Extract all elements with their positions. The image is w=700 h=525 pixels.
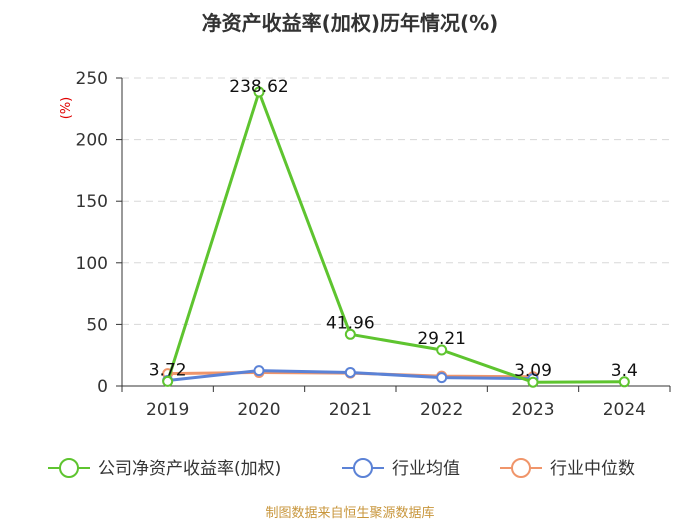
series-point-1 — [344, 366, 356, 378]
data-label: 3.4 — [611, 361, 638, 381]
series-layer — [162, 86, 630, 388]
x-tick-label: 2024 — [603, 400, 646, 420]
legend: 公司净资产收益率(加权) 行业均值 行业中位数 — [48, 458, 635, 479]
y-tick-label: 100 — [76, 254, 108, 274]
series-point-1 — [253, 365, 265, 377]
series-point-0 — [253, 86, 265, 98]
x-tick-label: 2023 — [511, 400, 554, 420]
legend-label-0: 公司净资产收益率(加权) — [98, 459, 281, 479]
data-label: 238.62 — [229, 77, 288, 97]
y-tick-label: 50 — [86, 315, 108, 335]
series-line-0 — [166, 90, 625, 384]
y-tick-label: 250 — [76, 69, 108, 89]
legend-marker-2 — [511, 458, 531, 478]
x-tick-label: 2020 — [237, 400, 280, 420]
grid-lines — [122, 77, 670, 325]
axes: 0 50 100 150 200 250 2019 2020 2021 2022 2023 2024 — [76, 69, 671, 420]
legend-label-1: 行业均值 — [392, 459, 460, 479]
series-point-0 — [344, 328, 356, 340]
data-label: 29.21 — [417, 329, 466, 349]
series-point-0 — [162, 375, 174, 387]
y-axis-unit: (%) — [59, 97, 74, 120]
series-point-0 — [618, 376, 630, 388]
chart-title: 净资产收益率(加权)历年情况(%) — [202, 11, 499, 35]
legend-marker-0 — [59, 458, 79, 478]
x-tick-label: 2019 — [146, 400, 189, 420]
source-note: 制图数据来自恒生聚源数据库 — [265, 505, 434, 521]
data-label: 3.72 — [149, 360, 187, 380]
series-point-0 — [527, 376, 539, 388]
data-labels: 3.72 238.62 41.96 29.21 3.09 3.4 — [149, 77, 638, 381]
series-point-0 — [436, 344, 448, 356]
x-tick-label: 2021 — [329, 400, 372, 420]
y-tick-label: 200 — [76, 131, 108, 151]
data-label: 41.96 — [326, 313, 375, 333]
legend-marker-1 — [353, 458, 373, 478]
series-point-1 — [436, 372, 448, 384]
x-tick-label: 2022 — [420, 400, 463, 420]
y-tick-label: 0 — [97, 377, 108, 397]
legend-label-2: 行业中位数 — [550, 459, 635, 479]
data-label: 3.09 — [514, 361, 552, 381]
y-tick-label: 150 — [76, 192, 108, 212]
